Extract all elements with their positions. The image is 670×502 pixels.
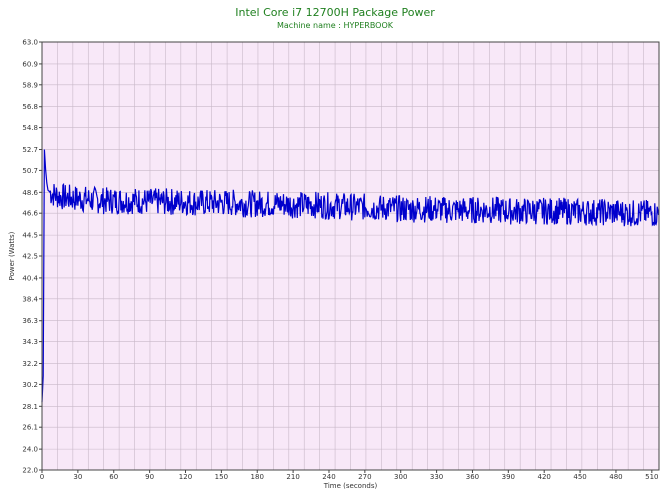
y-tick-label: 60.9 [22,60,38,68]
x-tick-label: 390 [502,473,515,481]
x-tick-label: 150 [215,473,228,481]
y-tick-label: 42.5 [22,253,38,261]
chart-title: Intel Core i7 12700H Package Power [235,6,435,19]
x-tick-label: 360 [466,473,479,481]
x-tick-label: 330 [430,473,443,481]
y-tick-label: 63.0 [22,39,38,47]
y-tick-label: 54.8 [22,124,38,132]
y-tick-label: 44.5 [22,232,38,240]
y-tick-label: 30.2 [22,381,38,389]
x-tick-label: 450 [573,473,586,481]
x-tick-label: 210 [286,473,299,481]
x-tick-label: 0 [40,473,44,481]
x-tick-label: 300 [394,473,407,481]
x-tick-label: 120 [179,473,192,481]
x-tick-label: 240 [322,473,335,481]
x-axis-label: Time (seconds) [323,482,378,490]
y-tick-label: 24.0 [22,446,38,454]
x-tick-label: 90 [145,473,154,481]
y-axis-label: Power (Watts) [8,231,16,280]
x-tick-label: 60 [109,473,118,481]
y-tick-label: 40.4 [22,274,38,282]
y-tick-label: 26.1 [22,424,38,432]
series-line [41,149,660,403]
y-tick-label: 52.7 [22,146,38,154]
x-tick-label: 480 [609,473,622,481]
x-tick-label: 30 [73,473,82,481]
x-tick-label: 180 [251,473,264,481]
y-tick-label: 56.8 [22,103,38,111]
y-tick-label: 28.1 [22,403,38,411]
x-tick-label: 270 [358,473,371,481]
x-tick-label: 420 [538,473,551,481]
y-tick-label: 48.6 [22,189,38,197]
y-tick-label: 36.3 [22,317,38,325]
y-tick-label: 50.7 [22,167,38,175]
y-tick-label: 38.4 [22,295,38,303]
y-tick-label: 46.6 [22,210,38,218]
y-tick-label: 22.0 [22,467,38,475]
y-tick-label: 34.3 [22,338,38,346]
y-tick-label: 58.9 [22,81,38,89]
y-tick-label: 32.2 [22,360,38,368]
chart-subtitle: Machine name : HYPERBOOK [276,21,394,30]
x-tick-label: 510 [645,473,658,481]
